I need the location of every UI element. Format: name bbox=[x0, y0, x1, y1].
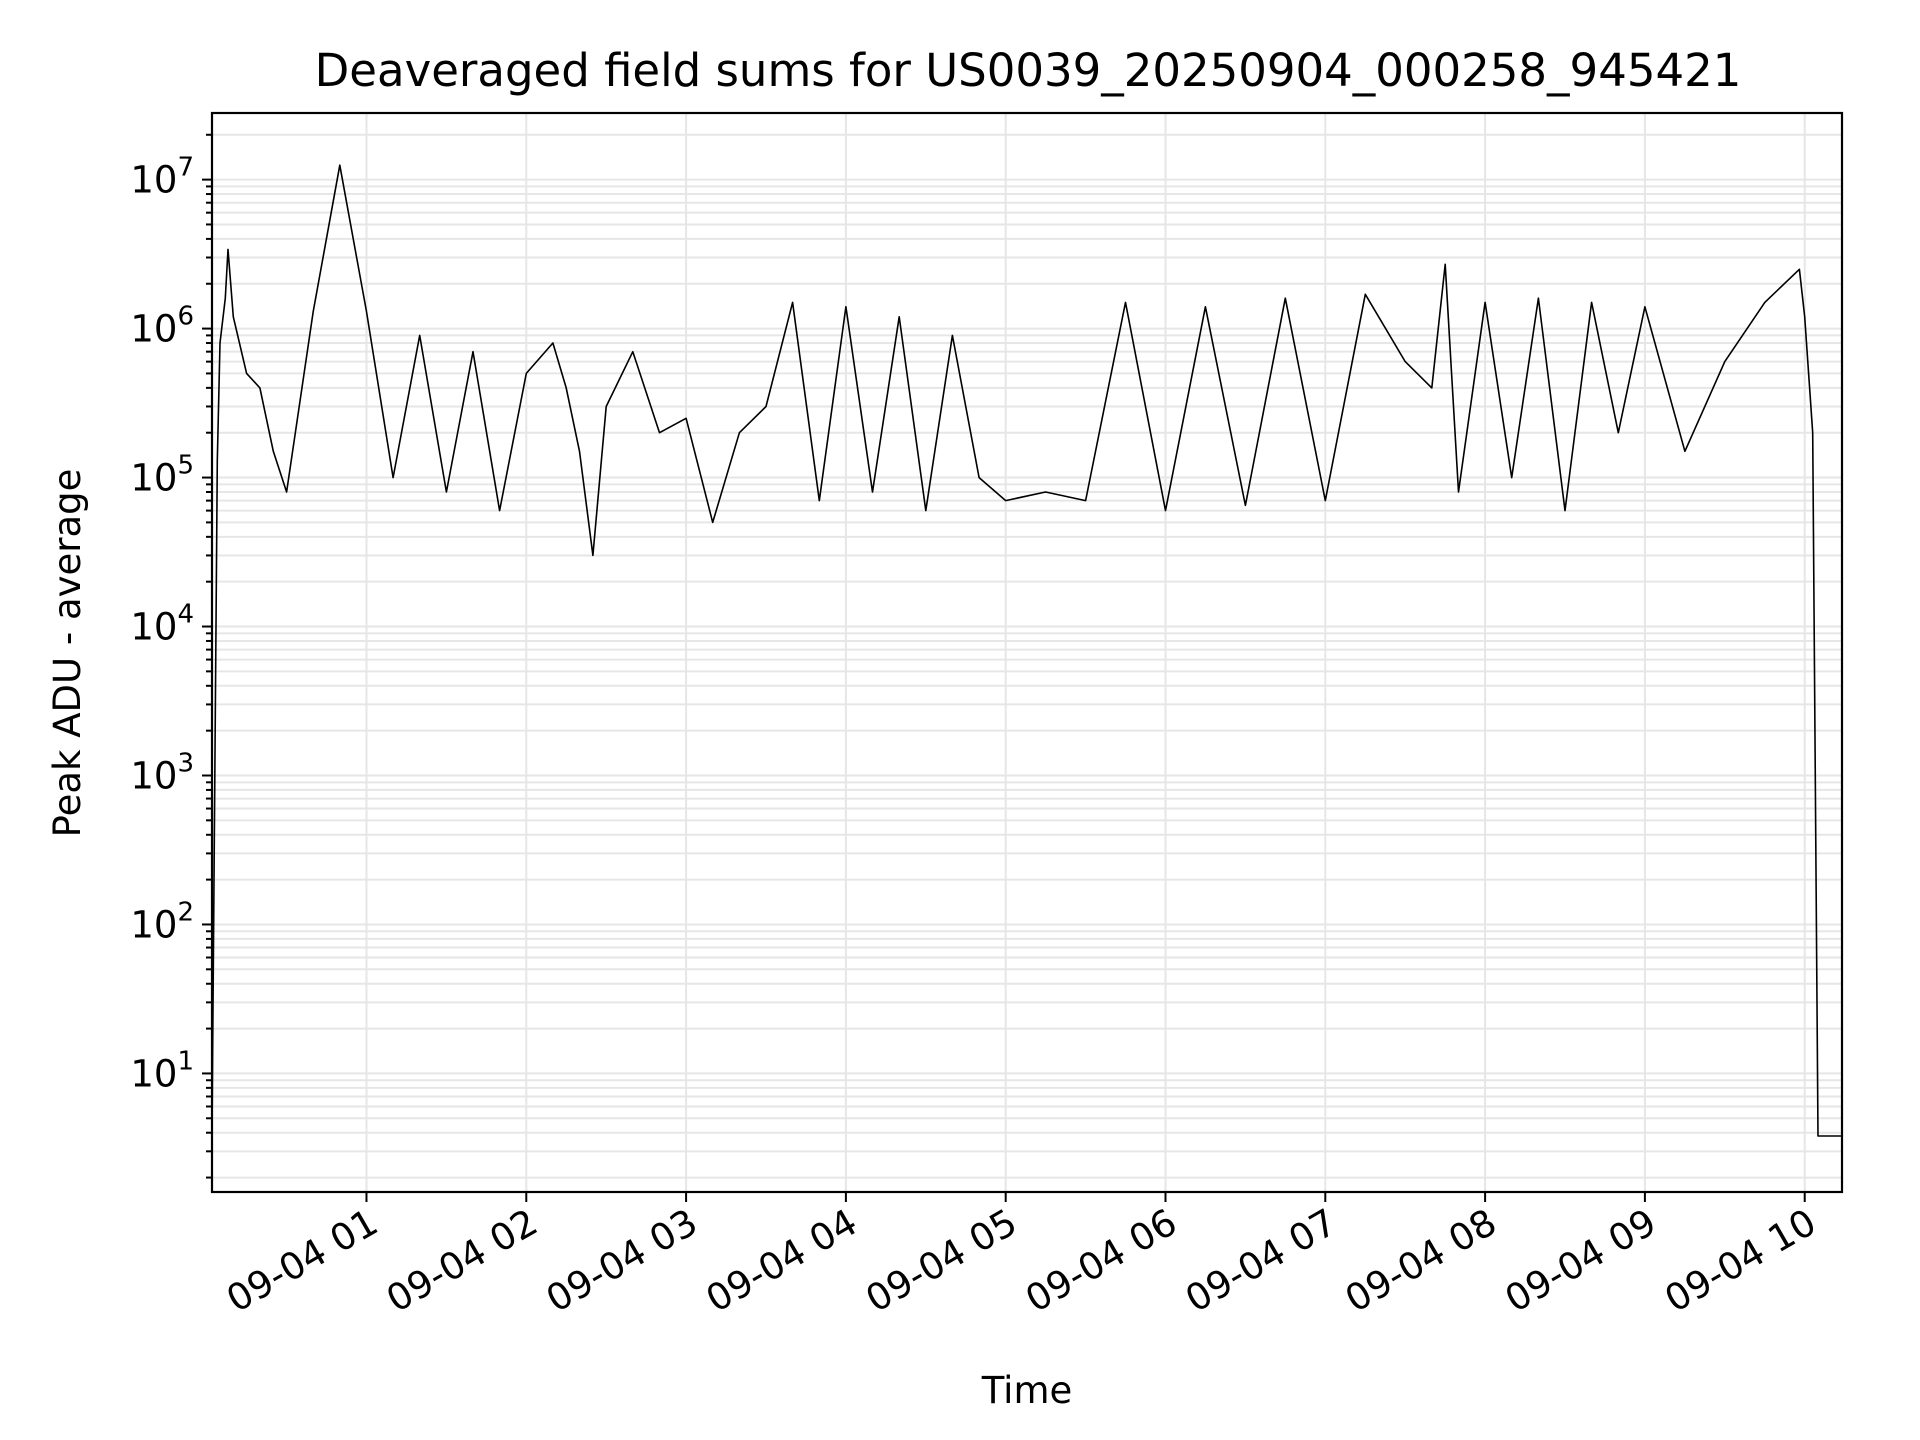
y-tick-label: 107 bbox=[130, 153, 194, 202]
y-axis: 101 102 103 104 105 106 107 bbox=[130, 133, 212, 1179]
y-tick-label: 104 bbox=[130, 600, 194, 649]
y-axis-label: Peak ADU - average bbox=[46, 469, 89, 838]
plot-frame bbox=[210, 111, 1844, 1194]
y-tick-label: 102 bbox=[130, 897, 194, 946]
y-tick-label: 101 bbox=[130, 1046, 194, 1095]
grid bbox=[212, 113, 1842, 1192]
y-tick-label: 103 bbox=[130, 748, 194, 797]
series-line-1 bbox=[211, 164, 1842, 1137]
y-tick-label: 105 bbox=[130, 451, 194, 500]
x-axis-label: Time bbox=[981, 1369, 1073, 1412]
chart-title: Deaveraged field sums for US0039_2025090… bbox=[315, 44, 1742, 97]
y-tick-label: 106 bbox=[130, 302, 194, 351]
plot-series bbox=[211, 164, 1842, 1137]
